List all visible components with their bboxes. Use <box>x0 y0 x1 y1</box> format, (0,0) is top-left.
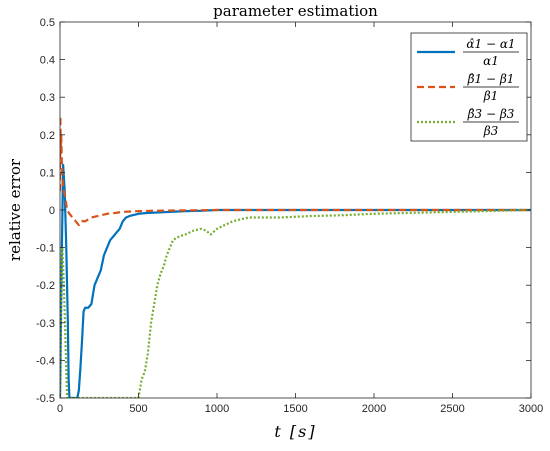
y-tick-label: -0.5 <box>36 393 55 405</box>
legend-denominator-3: β3 <box>483 124 499 138</box>
y-tick-label: 0.2 <box>40 130 55 142</box>
y-tick-label: 0.3 <box>40 92 55 104</box>
x-tick-label: 0 <box>57 403 63 415</box>
y-tick-label: -0.3 <box>36 318 55 330</box>
legend-denominator-2: β1 <box>483 89 499 103</box>
legend-numerator-1: α̂1 − α1 <box>466 37 515 51</box>
x-tick-label: 2000 <box>362 403 386 415</box>
series-line-3 <box>60 208 531 398</box>
x-tick-label: 1500 <box>283 403 307 415</box>
y-tick-label: -0.1 <box>36 243 55 255</box>
legend-numerator-2: β̂1 − β1 <box>467 72 515 86</box>
axes: 0 500 1000 1500 2000 2500 3000 -0.5 -0.4 -0.3 -0.2… <box>36 17 543 415</box>
x-tick-label: 500 <box>129 403 147 415</box>
legend: α̂1 − α1 α1 β̂1 − β1 β1 β̂3 − β3 β3 <box>410 32 528 142</box>
series-line-1 <box>60 163 531 398</box>
y-axis-label: relative error <box>6 158 24 261</box>
y-tick-label: 0 <box>49 205 55 217</box>
y-tick-label: 0.1 <box>40 167 55 179</box>
x-tick-label: 2500 <box>440 403 464 415</box>
series-line-2 <box>60 114 531 227</box>
y-tick-label: 0.4 <box>40 55 55 67</box>
legend-denominator-1: α1 <box>483 54 499 68</box>
legend-numerator-3: β̂3 − β3 <box>467 107 515 121</box>
x-tick-label: 1000 <box>205 403 229 415</box>
x-tick-label: 3000 <box>519 403 543 415</box>
series-group <box>60 114 531 398</box>
y-tick-label: -0.2 <box>36 280 55 292</box>
y-tick-label: -0.4 <box>36 355 55 367</box>
y-tick-label: 0.5 <box>40 17 55 29</box>
chart-title: parameter estimation <box>213 2 378 20</box>
x-axis-label: t [s] <box>274 422 316 441</box>
